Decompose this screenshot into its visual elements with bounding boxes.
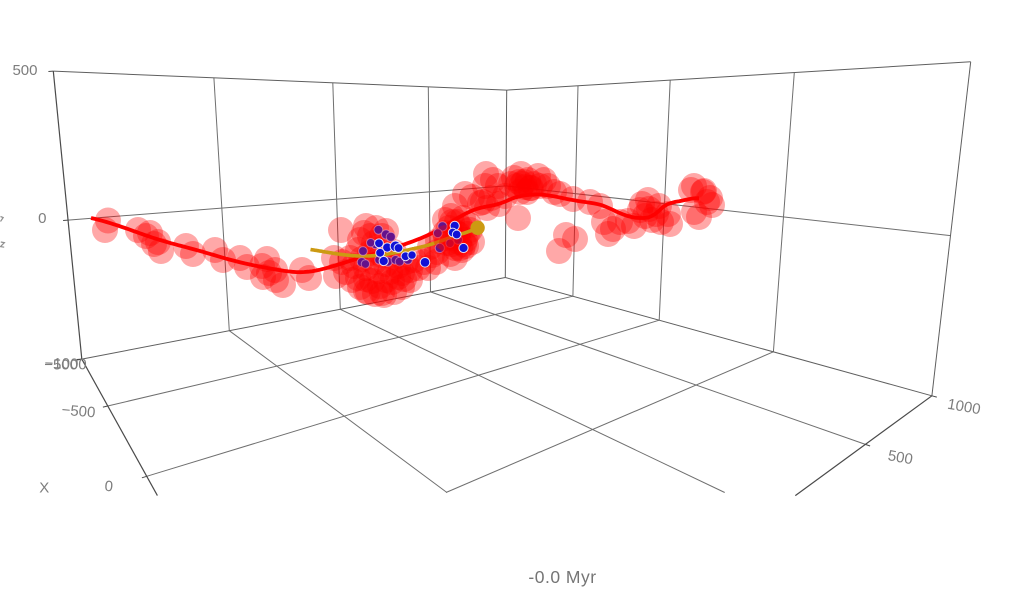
svg-text:0: 0: [104, 478, 114, 496]
svg-text:0: 0: [38, 210, 46, 227]
svg-text:X: X: [39, 480, 49, 497]
svg-text:500: 500: [12, 62, 37, 79]
svg-text:−500: −500: [61, 402, 96, 422]
svg-text:-0.0 Myr: -0.0 Myr: [528, 567, 596, 587]
svg-text:−500: −500: [44, 356, 78, 373]
svg-text:500: 500: [887, 447, 915, 468]
svg-text:1000: 1000: [946, 396, 982, 419]
svg-text:−1000: −1000: [44, 355, 87, 373]
